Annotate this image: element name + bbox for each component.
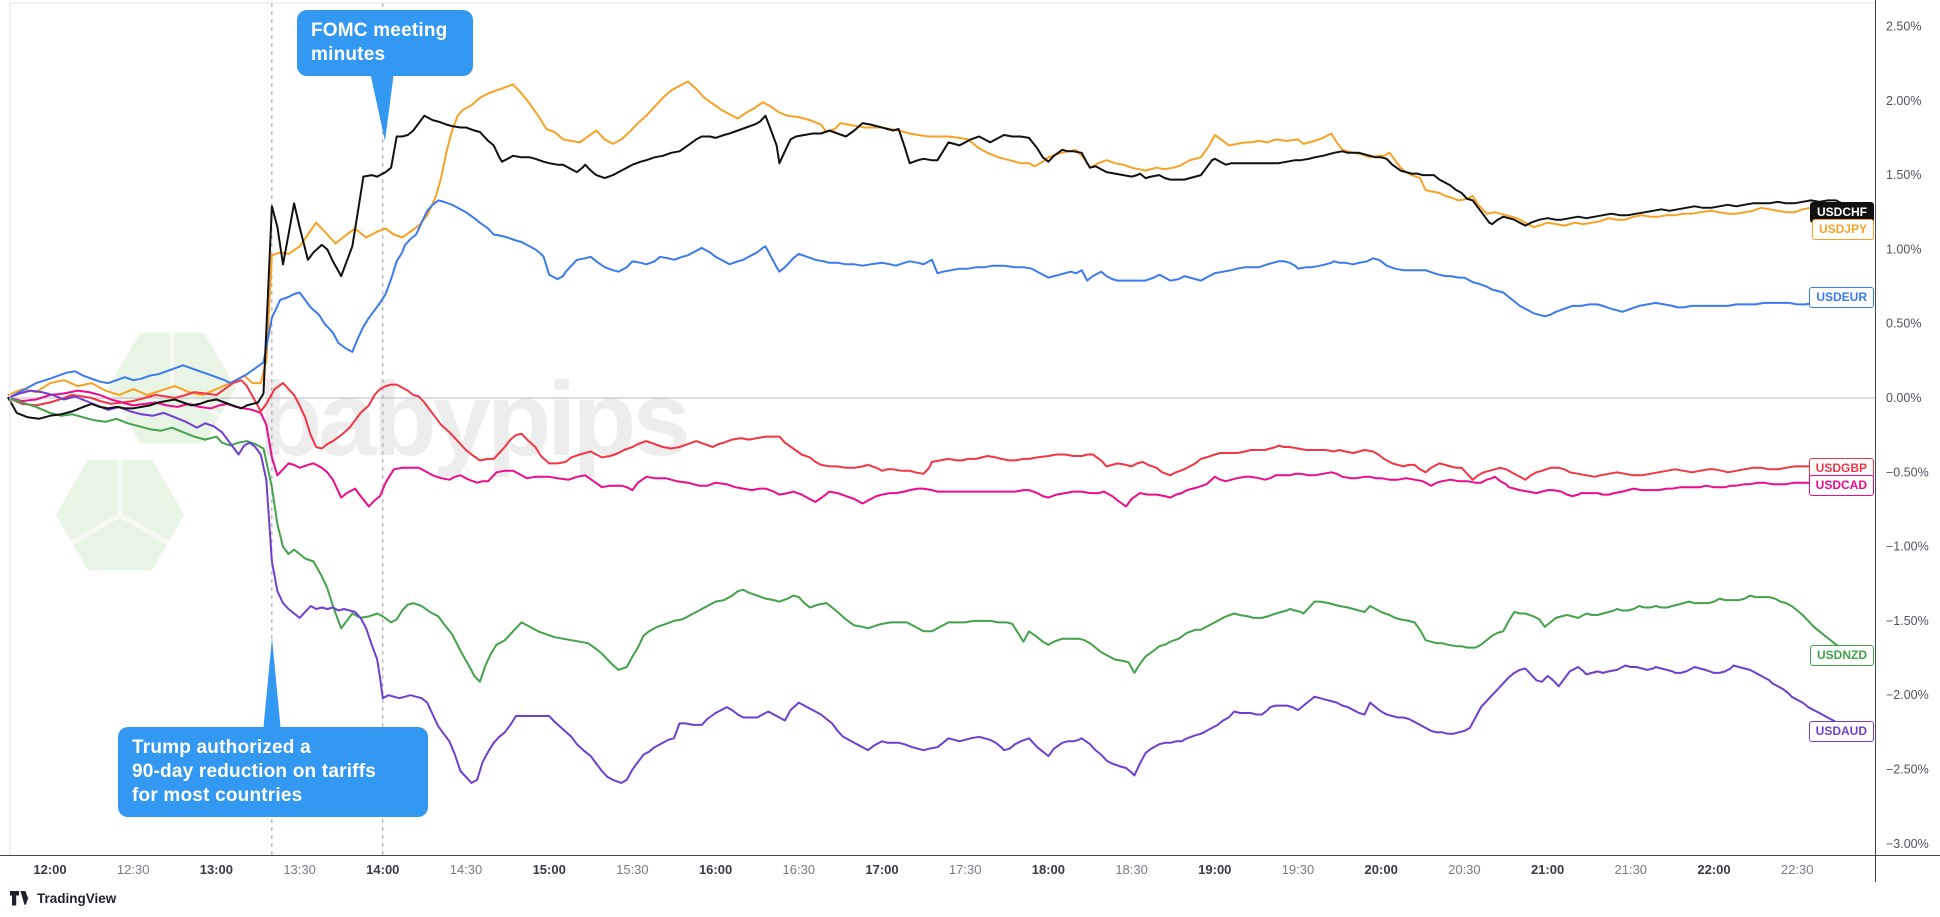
time-tick-label: 14:00	[366, 862, 399, 877]
price-tick-label: 2.50%	[1886, 20, 1921, 34]
price-axis[interactable]: 2.50% 2.00% 1.50% 1.00% 0.50% 0.00% −0.50% −1.0…	[1886, 20, 1929, 851]
time-tick-label: 18:00	[1032, 862, 1065, 877]
time-tick-label: 20:00	[1365, 862, 1398, 877]
time-tick-label: 17:00	[865, 862, 898, 877]
series-usdgbp-line[interactable]	[7, 379, 1860, 481]
time-tick-label: 19:00	[1198, 862, 1231, 877]
time-tick-label: 15:00	[533, 862, 566, 877]
price-label-usdeur: USDEUR	[1809, 287, 1874, 308]
time-tick-label: 21:00	[1531, 862, 1564, 877]
time-tick-label: 21:30	[1615, 862, 1648, 877]
price-label-usdchf: USDCHF	[1810, 202, 1874, 223]
series-usdaud-line[interactable]	[7, 389, 1860, 784]
price-tick-label: −2.50%	[1886, 763, 1929, 777]
price-tick-label: 1.00%	[1886, 242, 1921, 256]
fomc-callout-tail	[370, 72, 394, 141]
price-tick-label: −1.50%	[1886, 614, 1929, 628]
time-tick-label: 17:30	[949, 862, 982, 877]
tariff-callout-tail	[263, 638, 281, 732]
time-tick-label: 18:30	[1115, 862, 1148, 877]
series-usdcad-line[interactable]	[7, 389, 1860, 508]
tradingview-label: TradingView	[37, 891, 117, 906]
time-tick-label: 13:00	[200, 862, 233, 877]
time-tick-label: 22:00	[1697, 862, 1730, 877]
time-tick-label: 12:30	[117, 862, 150, 877]
price-tick-label: −3.00%	[1886, 837, 1929, 851]
babypips-watermark: babypips	[56, 324, 692, 571]
series-usdchf-line[interactable]	[7, 114, 1860, 420]
price-tick-label: −2.00%	[1886, 688, 1929, 702]
series-usdeur-line[interactable]	[7, 199, 1860, 399]
time-tick-label: 20:30	[1448, 862, 1481, 877]
fomc-annotation-callout: FOMC meeting minutes	[297, 10, 473, 76]
price-tick-label: −1.00%	[1886, 540, 1929, 554]
price-tick-label: 1.50%	[1886, 168, 1921, 182]
price-label-usdaud: USDAUD	[1808, 721, 1874, 742]
time-tick-label: 16:00	[699, 862, 732, 877]
price-label-usdnzd: USDNZD	[1810, 645, 1874, 666]
time-axis[interactable]: 12:00 12:30 13:00 13:30 14:00 14:30 15:00 15:30…	[33, 862, 1813, 877]
tradingview-logo[interactable]: TradingView	[10, 891, 116, 906]
time-tick-label: 12:00	[33, 862, 66, 877]
price-tick-label: 0.50%	[1886, 317, 1921, 331]
time-tick-label: 15:30	[616, 862, 649, 877]
time-tick-label: 22:30	[1781, 862, 1814, 877]
price-label-usdcad: USDCAD	[1808, 475, 1874, 496]
series-usdjpy-line[interactable]	[7, 80, 1860, 396]
price-tick-label: 2.00%	[1886, 94, 1921, 108]
price-tick-label: −0.50%	[1886, 465, 1929, 479]
tradingview-icon	[10, 891, 31, 906]
price-tick-label: 0.00%	[1886, 391, 1921, 405]
time-tick-label: 13:30	[283, 862, 316, 877]
series-usdnzd-line[interactable]	[7, 397, 1860, 683]
time-tick-label: 19:30	[1282, 862, 1315, 877]
tariff-annotation-callout: Trump authorized a 90-day reduction on t…	[118, 727, 428, 817]
time-tick-label: 14:30	[450, 862, 483, 877]
price-label-usdjpy: USDJPY	[1811, 219, 1874, 240]
babypips-watermark-text: babypips	[258, 361, 688, 478]
time-tick-label: 16:30	[783, 862, 816, 877]
